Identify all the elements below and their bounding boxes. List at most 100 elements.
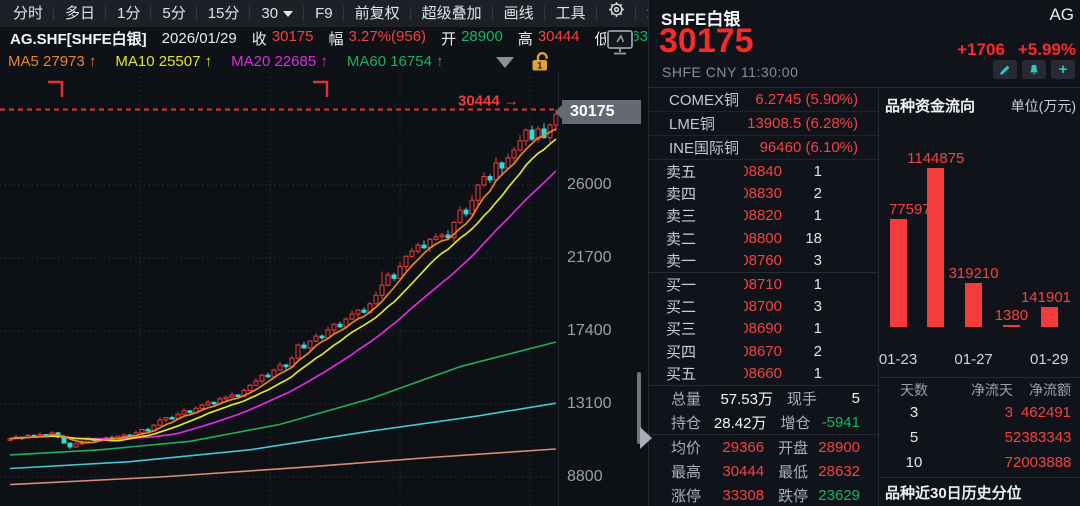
stat-value: 28632 [818, 463, 861, 481]
related-quote-name: COMEX铜 [669, 92, 740, 109]
flow-x-label: 01-23 [878, 351, 918, 368]
orderbook-row[interactable]: 买三 08690 1 [649, 318, 878, 340]
stat-value: 29366 [722, 438, 765, 456]
orderbook-row[interactable]: 买二 08700 3 [649, 295, 878, 317]
tab-2[interactable]: 1分 [106, 0, 152, 27]
flow-title: 品种资金流向 [885, 98, 976, 115]
ma-items: MA5 27973 ↑ MA10 25507 ↑ MA20 22685 ↑ MA60 … [8, 53, 444, 70]
tab-30min[interactable]: 30 [250, 0, 304, 27]
axis-tick-label: 17400 [567, 322, 612, 339]
orderbook-row[interactable]: 买一 08710 1 [649, 273, 878, 295]
orderbook-row[interactable]: 买四 08670 2 [649, 340, 878, 362]
flow-table-header-cell: 净流额 [1029, 382, 1071, 398]
plus-icon: + [1058, 61, 1068, 78]
stat-value: 28.42万 [713, 414, 767, 432]
quote-actions: + [993, 60, 1075, 79]
stat-label: 跌停 [778, 488, 809, 506]
menu-3[interactable]: 工具 [545, 0, 597, 27]
related-quote-name: LME铜 [669, 116, 715, 133]
ma-legend-item: MA20 22685 ↑ [231, 52, 328, 70]
stat-row: 均价 29366 开盘 28900 [649, 435, 878, 459]
stat-label: 最低 [778, 464, 809, 482]
flow-bar [1002, 325, 1020, 327]
orderbook-level-label: 卖四 [666, 186, 697, 204]
related-quote-row[interactable]: LME铜 13908.5 (6.28%) [649, 112, 878, 136]
flow-unit: 单位(万元) [1010, 98, 1076, 114]
stat-label: 现手 [787, 390, 818, 408]
tab-0[interactable]: 分时 [2, 0, 55, 27]
title-pairs: 收 30175 幅 3.27%(956) 开 28900 高 30444 低 28632 [252, 28, 657, 49]
orderbook-row[interactable]: 卖一 08760 3 [649, 250, 878, 272]
menu-1[interactable]: 超级叠加 [411, 0, 493, 27]
related-quote-row[interactable]: COMEX铜 6.2745 (5.90%) [649, 88, 878, 112]
stat-value: 23629 [818, 487, 861, 505]
related-quote-value: 96460 (6.10%) [759, 139, 858, 156]
tab-4[interactable]: 15分 [197, 0, 251, 27]
orderbook-price: 08820 [744, 207, 782, 225]
alert-button[interactable] [1022, 60, 1046, 79]
orderbook-qty: 3 [813, 298, 822, 316]
tab-3[interactable]: 5分 [151, 0, 198, 27]
axis-scrollbar[interactable] [637, 372, 641, 444]
instrument-code: AG [1049, 5, 1074, 24]
flow-bar-value: 775977 [888, 201, 940, 219]
orderbook-row[interactable]: 卖五 08840 1 [649, 160, 878, 182]
flow-x-label: 01-29 [1030, 351, 1069, 368]
monitor-icon[interactable] [604, 27, 636, 62]
orderbook-row[interactable]: 卖四 08830 2 [649, 182, 878, 204]
panel-collapse-arrow[interactable] [640, 427, 652, 449]
quote-field: 开 28900 [441, 28, 503, 49]
stat-label: 开盘 [778, 439, 809, 457]
quote-header: SHFE白银 AG 30175 +1706 +5.99% SHFE CNY 11… [649, 0, 1080, 88]
flow-table-cell: 3 [909, 404, 919, 421]
last-price: 30175 [659, 22, 754, 60]
bid-rows: 买一 08710 1 买二 08700 3 买三 08690 1 买四 08670 2 买五 08660 1 [649, 273, 878, 385]
add-button[interactable]: + [1051, 60, 1075, 79]
field-label: 高 [517, 31, 533, 48]
orderbook-price: 08660 [744, 365, 782, 383]
collapse-indicator-icon[interactable] [496, 57, 514, 68]
tab-f9[interactable]: F9 [304, 0, 344, 27]
stat-label: 增仓 [780, 414, 811, 432]
price-axis: 30175 26000 21700 17400 13100 8800 [555, 72, 648, 506]
history-quantile-title: 品种近30日历史分位 [885, 485, 1022, 502]
chevron-down-icon [283, 11, 294, 18]
change-percent: +5.99% [1017, 40, 1076, 59]
orderbook-divider [649, 271, 878, 273]
pencil-icon [1000, 65, 1010, 75]
candlestick-chart-area[interactable]: 30444 → [0, 72, 559, 506]
orderbook-row[interactable]: 卖二 08800 18 [649, 227, 878, 249]
flow-x-label: 01-27 [954, 351, 993, 368]
flow-bar [1040, 307, 1058, 327]
orderbook-row[interactable]: 卖三 08820 1 [649, 205, 878, 227]
stats-rows: 总量 57.53万 现手 5 持仓 28.42万 增仓 -5941 均价 29366 开盘 28900… [649, 386, 878, 506]
orderbook-row[interactable]: 买五 08660 1 [649, 363, 878, 385]
title-bar: AG.SHF[SHFE白银] 2026/01/29 收 30175 幅 3.27%(9… [0, 27, 656, 50]
orderbook-qty: 1 [813, 320, 822, 338]
edit-button[interactable] [993, 60, 1017, 79]
field-label: 收 [251, 31, 267, 48]
svg-text:1: 1 [537, 61, 543, 72]
tab-1[interactable]: 多日 [54, 0, 107, 27]
field-label: 开 [441, 31, 457, 48]
quote-panel: SHFE白银 AG 30175 +1706 +5.99% SHFE CNY 11… [648, 0, 1080, 506]
menu-0[interactable]: 前复权 [344, 0, 411, 27]
stat-label: 最高 [671, 464, 702, 482]
stat-row: 最高 30444 最低 28632 [649, 459, 878, 483]
orderbook-qty: 3 [813, 252, 822, 270]
orderbook-qty: 1 [813, 207, 822, 225]
field-value: 30444 [537, 28, 580, 45]
instrument-name: SHFE白银 [661, 10, 741, 29]
divider [879, 377, 1080, 378]
lock-icon[interactable]: 1 [529, 51, 552, 76]
candle-chart: 30444 → [0, 72, 559, 506]
orderbook-price: 08700 [744, 298, 782, 316]
exchange-time-label: SHFE CNY 11:30:00 [662, 64, 799, 80]
menu-2[interactable]: 画线 [493, 0, 545, 27]
orderbook-pane: COMEX铜 6.2745 (5.90%) LME铜 13908.5 (6.28%) I… [649, 88, 879, 506]
divider [879, 477, 1080, 478]
related-quote-row[interactable]: INE国际铜 96460 (6.10%) [649, 136, 878, 160]
flow-bar-value: 141901 [1020, 289, 1072, 307]
field-value: 28900 [461, 28, 503, 45]
settings-button[interactable] [597, 0, 636, 27]
